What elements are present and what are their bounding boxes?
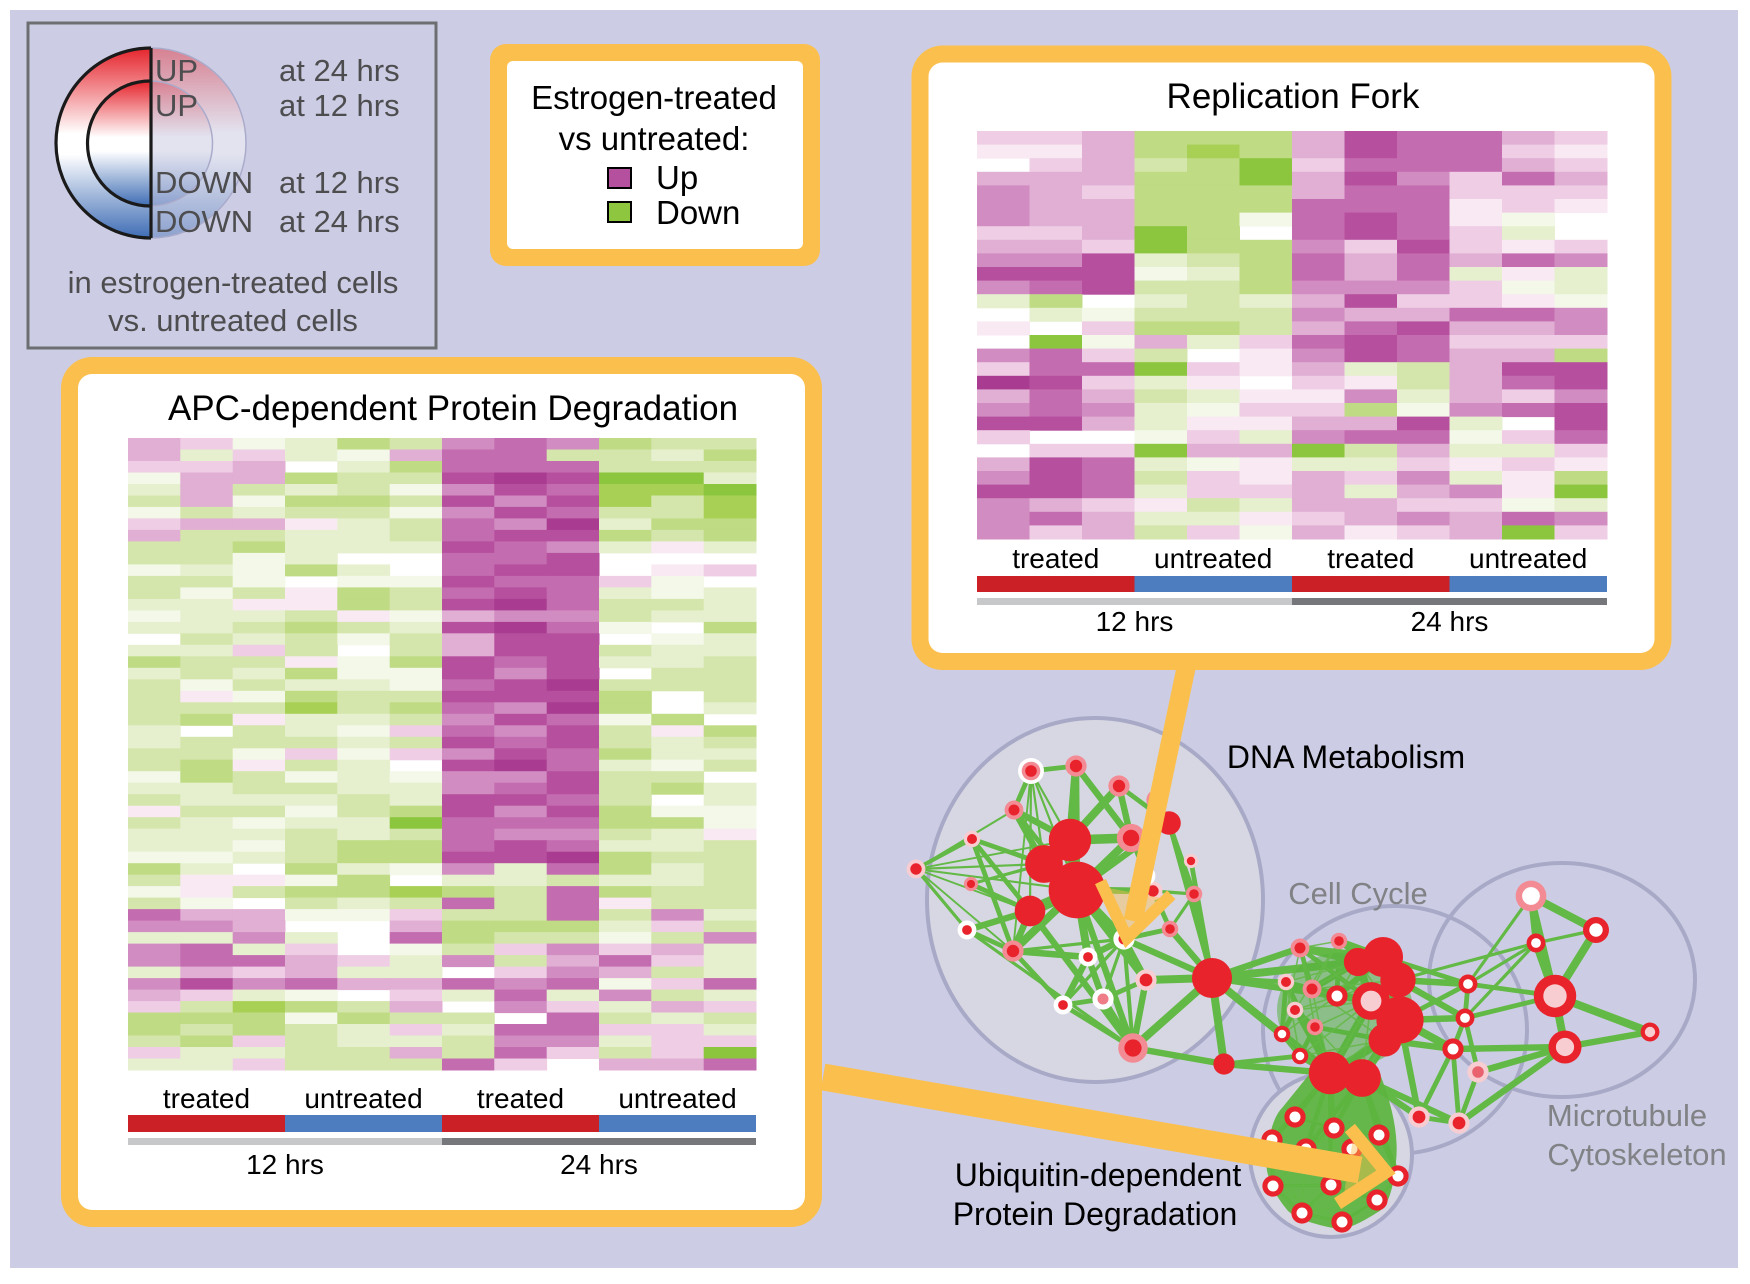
svg-text:at 24 hrs: at 24 hrs — [279, 53, 400, 88]
svg-text:treated: treated — [1327, 543, 1414, 574]
svg-text:Microtubule: Microtubule — [1547, 1098, 1707, 1133]
svg-text:24 hrs: 24 hrs — [560, 1149, 638, 1180]
svg-text:untreated: untreated — [304, 1083, 422, 1114]
svg-text:Ubiquitin-dependent: Ubiquitin-dependent — [955, 1157, 1242, 1193]
svg-text:UP: UP — [155, 53, 198, 88]
svg-text:DOWN: DOWN — [155, 165, 253, 200]
svg-text:DNA Metabolism: DNA Metabolism — [1227, 739, 1465, 775]
svg-text:APC-dependent Protein Degradat: APC-dependent Protein Degradation — [168, 389, 738, 428]
svg-text:12 hrs: 12 hrs — [246, 1149, 324, 1180]
svg-text:Estrogen-treated: Estrogen-treated — [531, 79, 777, 116]
svg-text:treated: treated — [477, 1083, 564, 1114]
svg-text:Replication Fork: Replication Fork — [1167, 77, 1420, 116]
svg-text:vs. untreated cells: vs. untreated cells — [108, 303, 358, 338]
svg-text:at 12 hrs: at 12 hrs — [279, 88, 400, 123]
svg-text:untreated: untreated — [618, 1083, 736, 1114]
svg-text:UP: UP — [155, 88, 198, 123]
svg-text:Up: Up — [656, 159, 698, 196]
svg-text:vs untreated:: vs untreated: — [559, 120, 750, 157]
svg-text:in estrogen-treated cells: in estrogen-treated cells — [68, 265, 399, 300]
svg-text:at 12 hrs: at 12 hrs — [279, 165, 400, 200]
svg-text:Cytoskeleton: Cytoskeleton — [1547, 1137, 1726, 1172]
svg-text:treated: treated — [1012, 543, 1099, 574]
svg-text:treated: treated — [163, 1083, 250, 1114]
svg-text:Protein Degradation: Protein Degradation — [953, 1196, 1238, 1232]
svg-text:12 hrs: 12 hrs — [1096, 606, 1174, 637]
svg-text:at 24 hrs: at 24 hrs — [279, 204, 400, 239]
svg-text:Down: Down — [656, 194, 740, 231]
svg-text:DOWN: DOWN — [155, 204, 253, 239]
svg-text:untreated: untreated — [1469, 543, 1587, 574]
svg-text:Cell Cycle: Cell Cycle — [1288, 876, 1428, 911]
svg-text:24 hrs: 24 hrs — [1411, 606, 1489, 637]
svg-text:untreated: untreated — [1154, 543, 1272, 574]
